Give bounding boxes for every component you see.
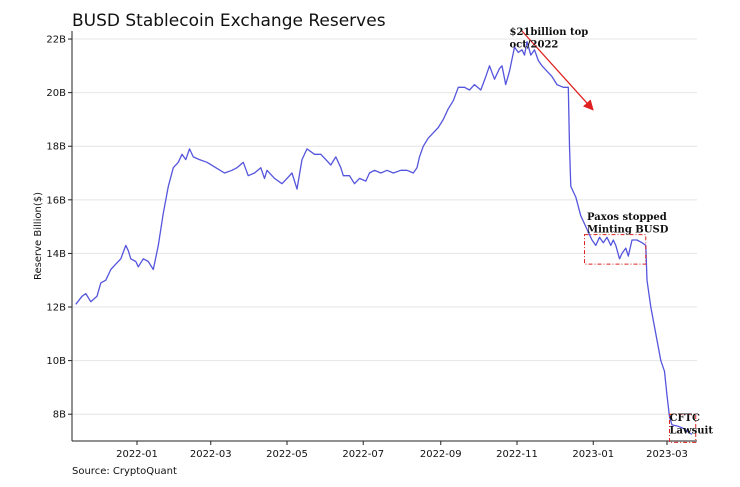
axes: 8B 10B 12B 14B 16B 18B 20B 22B 2022-01 2022-03 202…	[33, 31, 697, 460]
series-layer	[75, 41, 693, 435]
highlight-box	[584, 234, 647, 265]
x-tick-label: 2022-09	[420, 449, 462, 460]
y-tick-label: 14B	[46, 249, 66, 260]
annotation-text: Minting BUSD	[587, 224, 669, 235]
annotation-text: oct/2022	[510, 40, 559, 51]
y-tick-label: 18B	[46, 142, 66, 153]
x-tick-label: 2022-05	[266, 449, 308, 460]
y-tick-label: 10B	[46, 356, 66, 367]
y-tick-label: 22B	[46, 35, 66, 46]
y-tick-label: 20B	[46, 88, 66, 99]
annotations: $21billion top oct/2022 Paxos stoppedMinti…	[510, 27, 714, 443]
grid-lines	[72, 38, 697, 415]
x-tick-label: 2022-03	[190, 449, 232, 460]
x-tick-label: 2023-03	[646, 449, 688, 460]
x-tick-label: 2022-11	[496, 449, 538, 460]
annotation-text: Lawsuit	[670, 425, 714, 436]
reserve-series-line	[75, 41, 693, 435]
x-tick-label: 2023-01	[572, 449, 614, 460]
y-tick-label: 12B	[46, 303, 66, 314]
annotation-text: $21billion top	[510, 27, 589, 38]
x-tick-label: 2022-01	[116, 449, 158, 460]
chart-title: BUSD Stablecoin Exchange Reserves	[72, 11, 386, 31]
y-axis-label: Reserve Billion($)	[33, 192, 44, 280]
source-note: Source: CryptoQuant	[72, 466, 177, 477]
annotation-text: CFTC	[670, 413, 701, 424]
y-tick-label: 8B	[53, 410, 66, 421]
y-tick-label: 16B	[46, 195, 66, 206]
annotation-text: Paxos stopped	[587, 212, 667, 223]
trend-arrow	[521, 30, 594, 111]
x-tick-label: 2022-07	[342, 449, 384, 460]
